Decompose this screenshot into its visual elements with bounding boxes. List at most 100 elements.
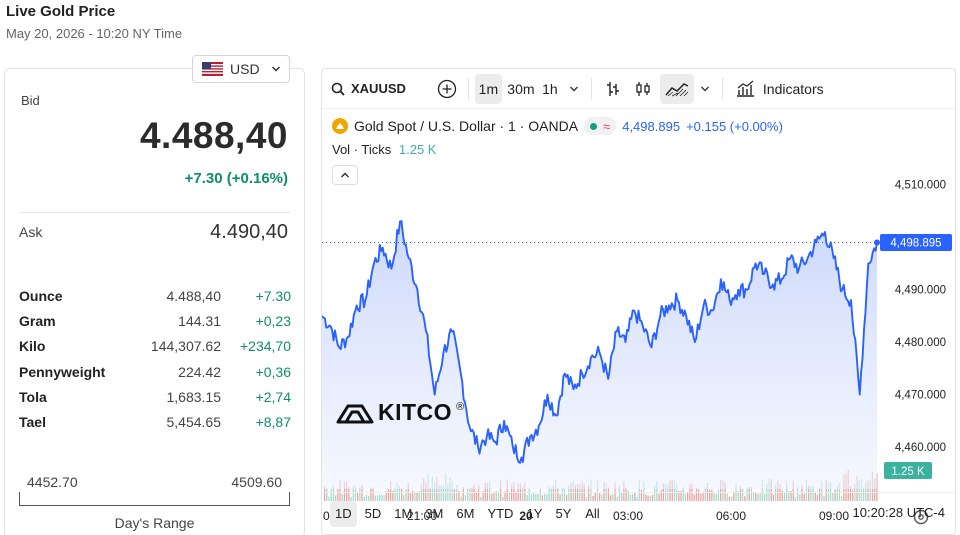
volume-bar [682,486,684,501]
unit-value: 144,307.62 [150,338,221,355]
volume-bar [673,480,676,501]
volume-bar [343,481,346,501]
volume-bar [700,493,702,501]
volume-bar [614,482,616,501]
symbol-search[interactable]: XAUUSD [322,74,412,104]
chart-symbol-title[interactable]: Gold Spot / U.S. Dollar · 1 · OANDA [354,118,579,134]
range-5y[interactable]: 5Y [555,506,572,521]
volume-bar [612,494,614,501]
bar-chart-type-button[interactable] [598,74,628,104]
market-open-dot [590,122,598,130]
market-status-pill[interactable]: ≈ [584,117,617,135]
volume-bar [720,480,722,501]
interval-1m[interactable]: 1m [474,73,502,104]
chart-type-dropdown[interactable] [694,74,716,104]
volume-bar [698,489,700,501]
volume-bar [508,493,511,501]
range-all[interactable]: All [585,506,600,521]
volume-bar [350,496,352,501]
volume-bar [537,494,539,501]
range-1d[interactable]: 1D [330,500,357,527]
volume-bar [462,486,464,501]
volume-bar [425,482,427,501]
chevron-down-icon [700,86,709,91]
legend-change: +0.155 (+0.00%) [686,118,783,134]
volume-bar [860,479,863,501]
last-price-tag: 4,498.895 [880,233,952,251]
price-chart[interactable]: 4,510.000 4,490.000 4,480.000 4,470.000 4,46… [322,109,956,534]
volume-bar [530,494,533,501]
range-5d[interactable]: 5D [364,506,382,521]
volume-bar [816,494,819,501]
kitco-registered-mark: ® [456,401,465,413]
volume-bar [574,485,577,501]
volume-bar [764,493,766,501]
volume-bar [759,493,761,501]
volume-bar [867,480,869,501]
volume-bar [788,490,790,501]
volume-bar [335,495,337,501]
currency-select[interactable]: USD [192,55,290,83]
range-1m[interactable]: 1M [394,506,413,521]
volume-bar [495,490,497,501]
volume-bar [475,491,478,501]
volume-bar [524,482,526,501]
volume-bar [684,494,687,501]
volume-bar [566,494,568,501]
volume-bar [610,495,612,501]
interval-30m[interactable]: 30m [507,80,535,97]
clock-readout[interactable]: 10:20:28 UTC-4 [852,505,946,520]
range-toolbar: 1D 5D 1M 3M 6M YTD 1Y 5Y All 10:20:28 UT… [322,492,955,534]
price-line [322,220,878,464]
indicators-button[interactable]: Indicators [729,74,830,104]
volume-bar [777,481,779,501]
volume-bar [429,487,431,501]
range-ytd[interactable]: YTD [487,506,514,521]
unit-change: +8,87 [255,414,291,431]
compare-button[interactable] [432,74,462,104]
volume-bar [478,485,480,501]
volume-bar [528,489,530,501]
volume-label[interactable]: Vol · Ticks [332,142,392,157]
interval-dropdown[interactable] [563,74,585,104]
unit-row: Tael 5,454.65 +8,87 [19,409,291,434]
volume-bar [581,481,583,501]
area-chart-icon [665,82,689,96]
interval-1h[interactable]: 1h [542,80,558,97]
range-3m[interactable]: 3M [425,506,444,521]
area-chart-type-button[interactable] [659,73,694,104]
volume-bar [623,480,625,501]
range-6m[interactable]: 6M [456,506,475,521]
volume-bar [781,490,783,501]
volume-bar [418,491,420,501]
volume-bar [405,489,407,501]
page-title: Live Gold Price [6,3,116,20]
day-range-high: 4509.60 [231,474,282,490]
chart-settings-button[interactable] [913,509,929,525]
volume-bar [874,478,876,501]
candles-chart-type-button[interactable] [628,74,658,104]
volume-bar [533,492,535,501]
volume-bar [372,487,374,501]
unit-value: 224.42 [178,363,221,380]
volume-bar [803,493,805,501]
volume-bar [440,485,442,501]
volume-bar [590,479,592,501]
price-axis[interactable]: 4,510.000 4,490.000 4,480.000 4,470.000 4,46… [895,180,946,454]
volume-bar [469,488,471,501]
unit-row: Tola 1,683.15 +2,74 [19,384,291,409]
symbol-label: XAUUSD [351,81,406,96]
ask-price: 4.490,40 [210,221,288,243]
unit-price-table: Ounce 4.488,40 +7.30 Gram 144.31 +0,23 K… [19,283,291,435]
range-1y[interactable]: 1Y [526,506,543,521]
volume-bar [693,494,695,501]
volume-bar [504,491,506,501]
unit-value: 4.488,40 [166,287,222,304]
volume-bar [403,495,405,501]
volume-bar [559,494,561,501]
volume-bar [394,488,396,501]
collapse-legend-button[interactable] [332,165,358,185]
currency-label: USD [230,61,260,77]
volume-bar [480,496,482,501]
